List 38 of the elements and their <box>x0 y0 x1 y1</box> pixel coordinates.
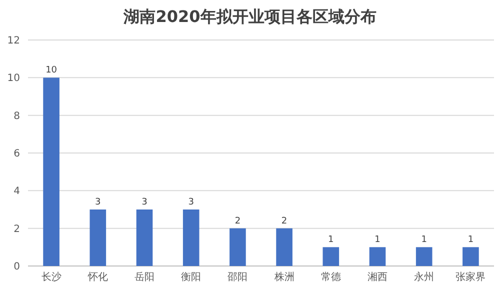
data-label: 1 <box>374 235 380 246</box>
x-tick-label: 株洲 <box>273 271 294 283</box>
bar <box>90 210 106 266</box>
x-tick-label: 怀化 <box>86 271 108 283</box>
y-tick-label: 8 <box>14 110 20 122</box>
data-label: 2 <box>281 216 288 226</box>
data-label: 2 <box>234 216 241 226</box>
y-tick-label: 10 <box>7 73 20 84</box>
x-tick-label: 永州 <box>414 271 434 283</box>
data-label: 1 <box>468 235 474 246</box>
bar <box>230 228 246 266</box>
data-label: 10 <box>46 66 58 76</box>
x-tick-label: 衡阳 <box>181 271 202 283</box>
x-tick-label: 张家界 <box>456 271 486 283</box>
data-label: 1 <box>421 235 427 246</box>
x-tick-label: 湘西 <box>368 271 388 283</box>
y-tick-label: 12 <box>7 36 20 46</box>
bar <box>182 210 200 266</box>
x-tick-label: 长沙 <box>41 271 62 283</box>
x-tick-label: 岳阳 <box>134 271 154 283</box>
x-tick-label: 邵阳 <box>228 272 248 283</box>
bar <box>276 228 292 266</box>
chart-title: 湖南2020年拟开业项目各区域分布 <box>122 7 376 26</box>
data-label: 3 <box>188 198 194 208</box>
bar <box>416 247 432 266</box>
data-label: 1 <box>328 235 334 246</box>
y-tick-label: 0 <box>14 262 20 272</box>
data-label: 3 <box>142 198 148 208</box>
x-tick-label: 常德 <box>320 271 341 283</box>
y-tick-label: 6 <box>14 148 20 160</box>
y-tick-label: 2 <box>14 224 20 235</box>
y-tick-label: 4 <box>14 186 20 198</box>
bar <box>43 78 60 266</box>
bar <box>369 247 386 266</box>
data-label: 3 <box>95 198 101 208</box>
bar <box>136 210 153 266</box>
bar <box>322 247 340 266</box>
bar <box>462 247 479 266</box>
